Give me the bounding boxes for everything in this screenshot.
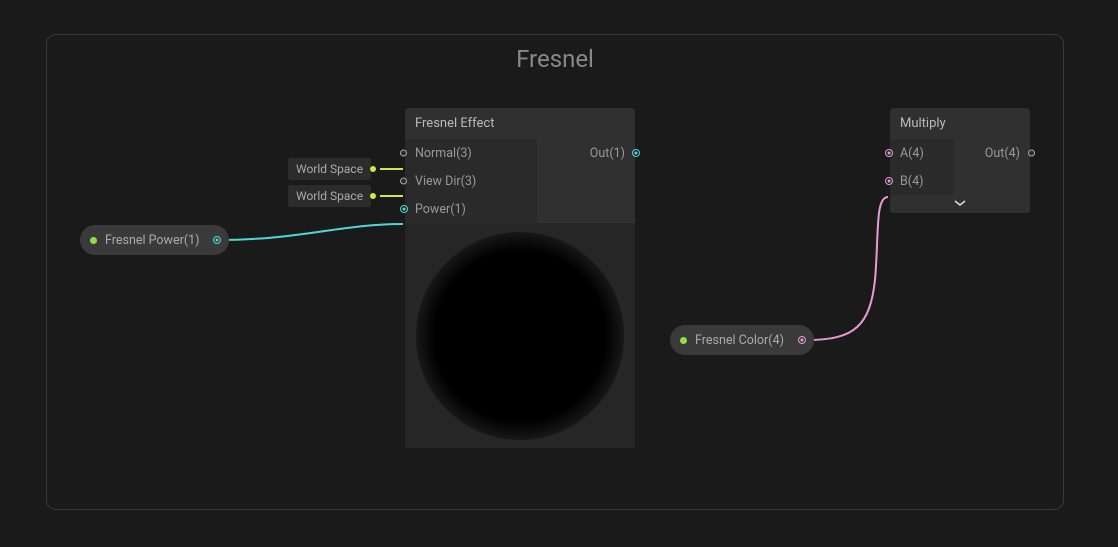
exposed-indicator-icon — [680, 337, 687, 344]
port-label: A(4) — [900, 146, 924, 161]
input-port-row[interactable]: Power(1) — [405, 195, 537, 223]
preview-sphere — [416, 232, 624, 440]
input-port[interactable] — [400, 205, 408, 213]
tag-output-port[interactable] — [370, 166, 376, 172]
node-preview — [405, 223, 635, 448]
output-port-row[interactable]: Out(1) — [537, 139, 635, 167]
node-inputs-column: Normal(3) View Dir(3) Power(1) — [405, 139, 537, 223]
input-port[interactable] — [400, 150, 407, 157]
input-port-row[interactable]: B(4) — [890, 167, 954, 195]
exposed-indicator-icon — [90, 237, 97, 244]
tag-world-space-normal[interactable]: World Space — [288, 158, 371, 180]
input-port[interactable] — [885, 177, 893, 185]
port-row-empty — [537, 195, 635, 223]
port-row-empty — [537, 167, 635, 195]
node-outputs-column: Out(1) — [537, 139, 635, 223]
input-port[interactable] — [400, 178, 407, 185]
node-inputs-column: A(4) B(4) — [890, 139, 954, 195]
output-port[interactable] — [798, 336, 806, 344]
tag-label: World Space — [296, 162, 363, 176]
port-row-empty — [954, 167, 1030, 195]
port-label: Power(1) — [415, 202, 466, 217]
input-port[interactable] — [885, 149, 893, 157]
node-expand-toggle[interactable] — [890, 195, 1030, 213]
output-port[interactable] — [213, 236, 221, 244]
output-port-row[interactable]: Out(4) — [954, 139, 1030, 167]
chevron-down-icon — [954, 199, 966, 207]
node-multiply[interactable]: Multiply A(4) B(4) Out(4) — [890, 108, 1030, 213]
port-label: Out(4) — [985, 146, 1020, 161]
node-title[interactable]: Fresnel Effect — [405, 108, 635, 139]
node-fresnel-effect[interactable]: Fresnel Effect Normal(3) View Dir(3) Power… — [405, 108, 635, 448]
node-outputs-column: Out(4) — [954, 139, 1030, 195]
output-port[interactable] — [1028, 150, 1035, 157]
port-label: Normal(3) — [415, 146, 472, 161]
property-node-fresnel-power[interactable]: Fresnel Power(1) — [80, 225, 229, 255]
group-title: Fresnel — [516, 45, 594, 73]
port-label: View Dir(3) — [415, 174, 476, 189]
input-port-row[interactable]: A(4) — [890, 139, 954, 167]
output-port[interactable] — [632, 149, 640, 157]
node-title[interactable]: Multiply — [890, 108, 1030, 139]
property-label: Fresnel Power(1) — [105, 233, 215, 248]
property-node-fresnel-color[interactable]: Fresnel Color(4) — [670, 325, 814, 355]
tag-label: World Space — [296, 189, 363, 203]
input-port-row[interactable]: View Dir(3) — [405, 167, 537, 195]
port-label: Out(1) — [590, 146, 625, 161]
tag-world-space-viewdir[interactable]: World Space — [288, 185, 371, 207]
tag-output-port[interactable] — [370, 193, 376, 199]
property-label: Fresnel Color(4) — [695, 333, 800, 348]
port-label: B(4) — [900, 174, 923, 189]
input-port-row[interactable]: Normal(3) — [405, 139, 537, 167]
